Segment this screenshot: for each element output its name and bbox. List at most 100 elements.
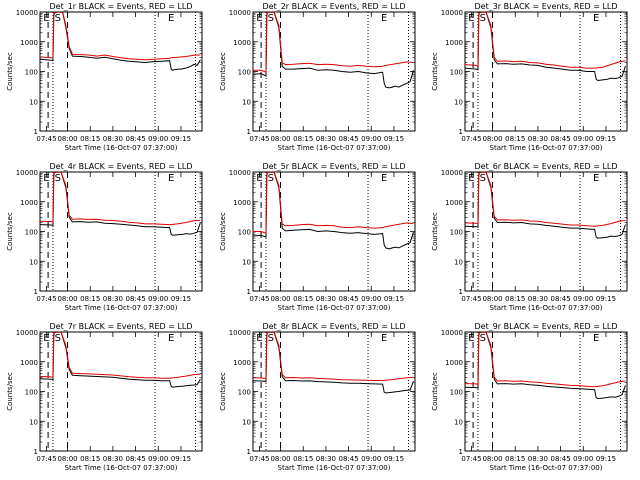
lld-series-line [465, 12, 626, 69]
x-axis-label: Start Time (16-Oct-07 07:37:00) [490, 464, 603, 472]
x-axis-label: Start Time (16-Oct-07 07:37:00) [278, 144, 391, 152]
plot-frame [464, 331, 628, 452]
x-tick-label: 09:15 [171, 295, 191, 303]
x-tick-label: 09:15 [596, 295, 616, 303]
chart-title: Det_6r BLACK = Events, RED = LLD [474, 162, 617, 171]
x-tick-label: 09:15 [384, 295, 404, 303]
phase-marker-label: E [43, 333, 49, 344]
x-axis-label: Start Time (16-Oct-07 07:37:00) [65, 144, 178, 152]
plot-frame [464, 171, 628, 292]
x-tick-label: 08:00 [270, 135, 290, 143]
x-axis-label: Start Time (16-Oct-07 07:37:00) [490, 144, 603, 152]
lld-series-line [253, 172, 414, 234]
x-tick-label: 08:45 [125, 455, 145, 463]
x-tick-label: 08:45 [125, 295, 145, 303]
x-tick-label: 08:45 [550, 455, 570, 463]
y-axis-label: Counts/sec [219, 372, 227, 411]
y-axis-label: Counts/sec [219, 212, 227, 251]
x-tick-label: 08:15 [505, 455, 525, 463]
x-tick-label: 08:30 [103, 455, 123, 463]
x-tick-label: 09:15 [596, 135, 616, 143]
phase-marker-label: E [381, 173, 387, 184]
y-tick-label: 10 [242, 258, 251, 266]
y-axis-label: Counts/sec [431, 212, 439, 251]
phase-marker-label: E [468, 173, 474, 184]
y-tick-label: 1000 [20, 199, 38, 207]
panel-2: Det_2r BLACK = Events, RED = LLD 1 10 100 10… [219, 2, 416, 152]
events-series-line [40, 12, 201, 71]
panel-3: Det_3r BLACK = Events, RED = LLD 1 10 100 10… [431, 2, 628, 152]
y-tick-label: 10000 [441, 169, 463, 177]
x-tick-label: 09:15 [384, 135, 404, 143]
x-tick-label: 08:45 [550, 295, 570, 303]
phase-marker-label: E [381, 13, 387, 24]
phase-marker-label: E [468, 13, 474, 24]
x-tick-label: 09:00 [148, 455, 168, 463]
x-tick-label: 08:30 [103, 295, 123, 303]
chart-title: Det_5r BLACK = Events, RED = LLD [262, 162, 405, 171]
y-tick-label: 10 [29, 98, 38, 106]
x-axis-label: Start Time (16-Oct-07 07:37:00) [65, 304, 178, 312]
y-tick-label: 10000 [16, 329, 38, 337]
y-tick-label: 10000 [16, 169, 38, 177]
plot-frame [252, 11, 416, 132]
x-tick-label: 08:00 [270, 295, 290, 303]
events-series-line [253, 172, 414, 250]
x-tick-label: 08:30 [316, 135, 336, 143]
y-tick-label: 10000 [441, 9, 463, 17]
chart-title: Det_8r BLACK = Events, RED = LLD [262, 322, 405, 331]
y-tick-label: 10 [242, 98, 251, 106]
panel-9: Det_9r BLACK = Events, RED = LLD 1 10 100 10… [431, 322, 628, 472]
x-tick-label: 07:45 [249, 295, 269, 303]
lld-series-line [465, 172, 626, 227]
x-tick-label: 09:00 [573, 455, 593, 463]
x-tick-label: 08:15 [80, 295, 100, 303]
lld-series-line [40, 172, 201, 226]
x-tick-label: 08:15 [293, 135, 313, 143]
y-axis-label: Counts/sec [219, 52, 227, 91]
x-axis-label: Start Time (16-Oct-07 07:37:00) [65, 464, 178, 472]
x-tick-label: 08:00 [57, 135, 77, 143]
y-tick-label: 100 [238, 69, 251, 77]
x-tick-label: 09:00 [361, 455, 381, 463]
x-tick-label: 08:30 [528, 135, 548, 143]
y-tick-label: 1 [247, 448, 251, 456]
x-tick-label: 08:30 [316, 455, 336, 463]
x-tick-label: 08:15 [293, 455, 313, 463]
x-axis-label: Start Time (16-Oct-07 07:37:00) [278, 304, 391, 312]
events-series-line [465, 332, 626, 400]
phase-marker-label: E [381, 333, 387, 344]
phase-marker-label: E [168, 173, 174, 184]
x-tick-label: 08:45 [550, 135, 570, 143]
x-tick-label: 07:45 [36, 135, 56, 143]
y-tick-label: 100 [25, 229, 38, 237]
phase-marker-label: S [480, 173, 486, 184]
phase-marker-label: S [55, 13, 61, 24]
y-tick-label: 10000 [16, 9, 38, 17]
x-tick-label: 08:45 [338, 295, 358, 303]
lld-series-line [40, 12, 201, 61]
phase-marker-label: E [168, 333, 174, 344]
x-tick-label: 09:15 [596, 455, 616, 463]
x-tick-label: 07:45 [249, 135, 269, 143]
y-axis-label: Counts/sec [6, 372, 14, 411]
x-tick-label: 08:45 [338, 135, 358, 143]
y-tick-label: 1 [34, 128, 38, 136]
phase-marker-label: E [256, 173, 262, 184]
panel-1: Det_1r BLACK = Events, RED = LLD 1 10 100 10… [6, 2, 203, 152]
x-tick-label: 07:45 [36, 295, 56, 303]
phase-marker-label: S [268, 333, 274, 344]
y-tick-label: 10000 [229, 329, 251, 337]
x-tick-label: 08:15 [80, 455, 100, 463]
lld-series-line [40, 332, 201, 379]
panel-7: Det_7r BLACK = Events, RED = LLD 1 10 100 10… [6, 322, 203, 472]
y-tick-label: 100 [450, 69, 463, 77]
x-tick-label: 08:45 [338, 455, 358, 463]
y-tick-label: 1 [34, 448, 38, 456]
y-tick-label: 10 [454, 258, 463, 266]
x-tick-label: 08:15 [80, 135, 100, 143]
events-series-line [465, 172, 626, 239]
chart-title: Det_1r BLACK = Events, RED = LLD [49, 2, 192, 11]
y-tick-label: 10 [29, 418, 38, 426]
